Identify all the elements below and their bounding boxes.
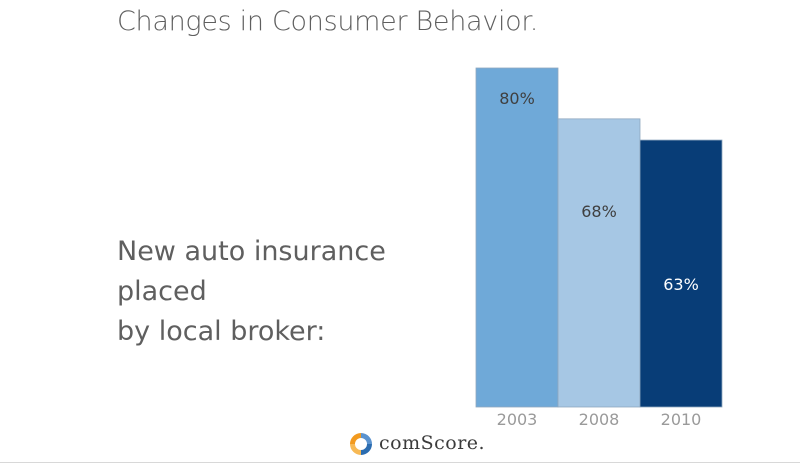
footer-divider bbox=[0, 462, 800, 463]
chart-description: New auto insurance placed by local broke… bbox=[117, 236, 386, 347]
data-label-2008: 68% bbox=[581, 202, 617, 221]
data-label-2003: 80% bbox=[499, 89, 535, 108]
x-tick-label-2003: 2003 bbox=[497, 410, 538, 429]
comscore-logo-icon bbox=[350, 433, 372, 455]
data-label-2010: 63% bbox=[663, 275, 699, 294]
slide-title: Changes in Consumer Behavior. bbox=[117, 6, 538, 37]
bar-2008 bbox=[557, 118, 641, 408]
bar-2003 bbox=[475, 67, 559, 408]
x-tick-label-2010: 2010 bbox=[661, 410, 702, 429]
bar-chart: 80% 2003 68% 2008 63% 2010 bbox=[475, 67, 723, 429]
comscore-logo-text: comScore. bbox=[379, 432, 486, 454]
x-tick-label-2008: 2008 bbox=[579, 410, 620, 429]
bar-2010 bbox=[639, 139, 723, 408]
